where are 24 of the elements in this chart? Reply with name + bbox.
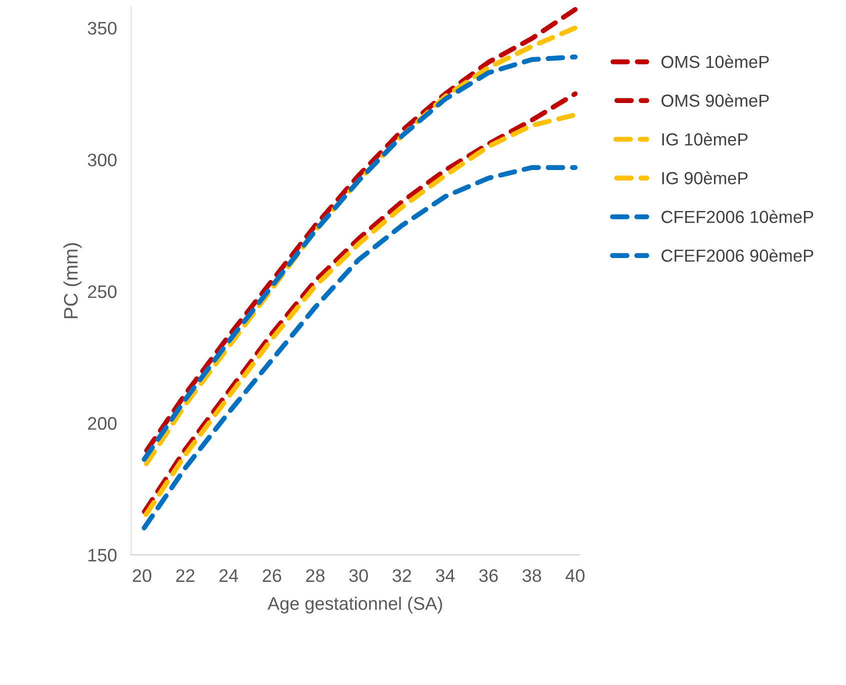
x-axis-title: Age gestationnel (SA) bbox=[268, 596, 442, 614]
legend-label: IG 10èmeP bbox=[662, 132, 748, 146]
x-tick-label: 40 bbox=[566, 569, 585, 582]
x-tick-label: 38 bbox=[522, 569, 542, 582]
y-tick-label: 250 bbox=[88, 285, 117, 298]
legend-label: OMS 10èmeP bbox=[661, 55, 769, 68]
x-tick-label: 24 bbox=[219, 569, 238, 582]
x-tick-label: 22 bbox=[176, 569, 194, 582]
y-axis-title: PC (mm) bbox=[63, 243, 82, 318]
x-tick-label: 36 bbox=[479, 569, 498, 582]
y-tick-label: 200 bbox=[88, 417, 117, 430]
x-tick-label: 26 bbox=[262, 569, 282, 582]
x-tick-label: 20 bbox=[132, 569, 152, 582]
x-tick-label: 34 bbox=[436, 569, 455, 582]
x-tick-label: 32 bbox=[392, 569, 412, 582]
legend-label: IG 90èmeP bbox=[662, 171, 748, 184]
legend-label: CFEF2006 10èmeP bbox=[662, 210, 814, 224]
x-tick-label: 28 bbox=[306, 569, 325, 582]
y-tick-label: 350 bbox=[88, 22, 117, 35]
x-tick-label: 30 bbox=[349, 569, 368, 582]
y-tick-label: 150 bbox=[88, 548, 117, 562]
legend-label: CFEF2006 90èmeP bbox=[662, 248, 814, 262]
legend-label: OMS 90èmeP bbox=[661, 94, 769, 107]
y-tick-label: 300 bbox=[88, 154, 117, 166]
